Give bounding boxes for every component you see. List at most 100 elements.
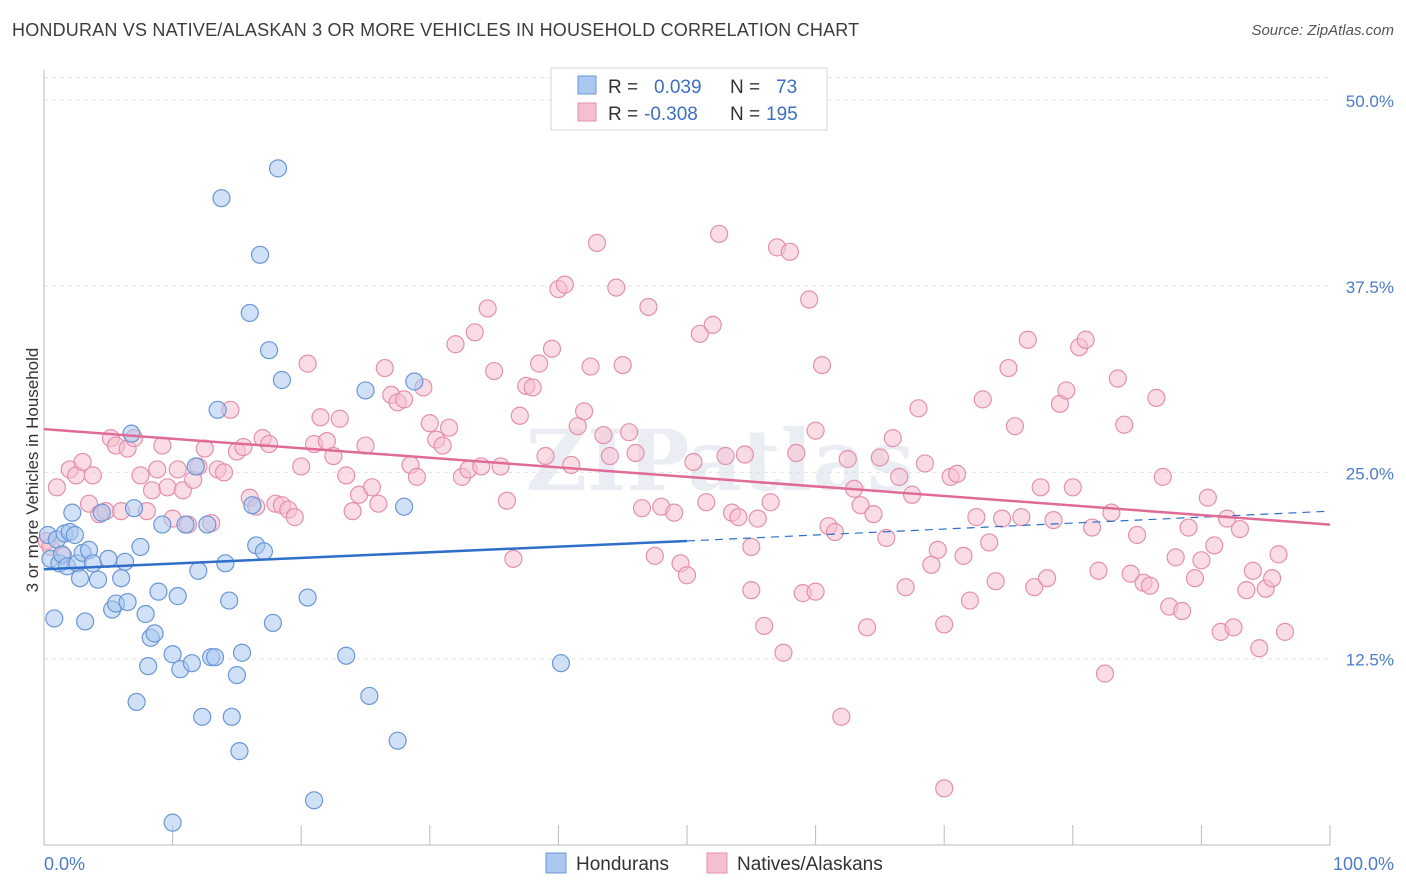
- hondurans-point: [182, 654, 201, 673]
- natives-point: [851, 496, 870, 515]
- natives-point: [536, 446, 555, 466]
- natives-point: [285, 508, 304, 527]
- natives-point: [896, 578, 915, 597]
- bottom-legend: Hondurans Natives/Alaskans: [545, 852, 883, 875]
- natives-point: [1108, 369, 1127, 388]
- hondurans-point: [168, 587, 187, 606]
- hondurans-points: [38, 159, 571, 832]
- natives-point: [375, 358, 394, 378]
- hondurans-point: [70, 569, 90, 588]
- hondurans-point: [189, 561, 208, 580]
- legend-r-label-1: R =: [608, 77, 638, 98]
- natives-point: [1018, 330, 1037, 349]
- legend-box: R = 0.039 N = 73 R = -0.308 N = 195: [550, 67, 828, 131]
- natives-point: [439, 418, 459, 437]
- hondurans-point: [63, 503, 82, 522]
- natives-point: [877, 528, 896, 548]
- natives-point: [800, 290, 819, 309]
- natives-point: [935, 615, 954, 634]
- natives-point: [47, 478, 66, 497]
- hondurans-point: [193, 707, 212, 726]
- y-tick-label: 12.5%: [1346, 651, 1394, 670]
- natives-point: [1224, 618, 1243, 637]
- natives-point: [1057, 381, 1076, 400]
- natives-point: [703, 315, 722, 334]
- hondurans-point: [99, 549, 118, 568]
- natives-point: [986, 572, 1005, 591]
- natives-point: [581, 357, 600, 376]
- hondurans-point: [240, 303, 259, 323]
- natives-point: [857, 618, 877, 637]
- natives-trend-line: [43, 427, 1331, 526]
- natives-point: [1166, 548, 1185, 567]
- natives-point: [83, 466, 102, 485]
- natives-point: [620, 423, 639, 442]
- hondurans-point: [122, 424, 141, 443]
- natives-point: [292, 457, 311, 476]
- hondurans-point: [112, 569, 131, 588]
- natives-point: [1095, 664, 1115, 683]
- natives-point: [562, 455, 581, 475]
- natives-point: [954, 546, 973, 565]
- natives-point: [433, 436, 452, 455]
- natives-point: [909, 399, 928, 418]
- natives-point: [504, 549, 523, 568]
- natives-point: [928, 540, 947, 560]
- hondurans-point: [153, 515, 172, 534]
- natives-point: [73, 452, 92, 472]
- natives-point: [1089, 561, 1108, 580]
- legend-r-label-2: R =: [608, 104, 638, 125]
- hondurans-point: [205, 648, 225, 667]
- natives-point: [980, 533, 999, 552]
- hondurans-point: [405, 372, 424, 391]
- hondurans-point: [65, 525, 84, 545]
- natives-point: [1147, 388, 1166, 407]
- natives-point: [915, 454, 935, 473]
- natives-point: [1140, 576, 1160, 595]
- hondurans-point: [76, 612, 95, 631]
- natives-point: [1121, 564, 1140, 583]
- hondurans-point: [259, 341, 279, 360]
- natives-point: [947, 464, 967, 483]
- natives-point: [497, 491, 517, 510]
- tick-labels: 12.5% 25.0% 37.5% 50.0% 0.0% 100.0%: [44, 92, 1394, 874]
- legend-n-value-2: 195: [766, 104, 798, 125]
- hondurans-point: [163, 645, 182, 664]
- natives-point: [587, 233, 607, 252]
- natives-point: [259, 434, 279, 454]
- legend-swatch-hondurans: [577, 75, 597, 95]
- hondurans-point: [127, 692, 146, 712]
- hondurans-point: [139, 657, 158, 676]
- hondurans-point: [124, 499, 144, 518]
- natives-point: [1012, 508, 1031, 527]
- natives-point: [420, 414, 439, 433]
- natives-point: [935, 779, 954, 798]
- natives-point: [838, 449, 857, 469]
- hondurans-point: [45, 609, 64, 628]
- natives-point: [407, 467, 427, 486]
- natives-point: [677, 566, 697, 585]
- natives-point: [761, 493, 780, 512]
- natives-point: [1044, 510, 1063, 530]
- natives-point: [960, 591, 980, 610]
- natives-point: [967, 508, 986, 527]
- hondurans-point: [131, 537, 150, 557]
- natives-point: [787, 443, 806, 463]
- natives-point: [780, 242, 799, 261]
- y-tick-label: 50.0%: [1346, 92, 1394, 111]
- hondurans-point: [263, 613, 283, 633]
- bottom-legend-swatch-natives: [706, 852, 728, 874]
- hondurans-point: [230, 742, 249, 761]
- natives-point: [485, 361, 504, 381]
- natives-point: [1205, 536, 1224, 555]
- natives-point: [446, 335, 465, 354]
- natives-point: [158, 478, 177, 497]
- hondurans-point: [216, 554, 235, 573]
- natives-point: [343, 502, 362, 521]
- natives-point: [510, 406, 529, 425]
- hondurans-point: [208, 400, 227, 419]
- natives-point: [1025, 578, 1044, 597]
- natives-point: [812, 355, 832, 375]
- natives-point: [542, 339, 562, 358]
